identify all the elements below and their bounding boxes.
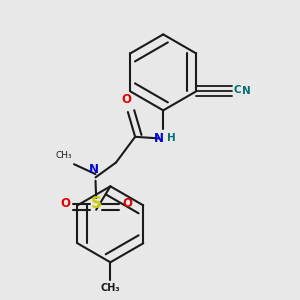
Text: C: C: [234, 85, 242, 95]
Text: CH₃: CH₃: [100, 283, 120, 293]
Text: CH₃: CH₃: [56, 151, 72, 160]
Text: N: N: [89, 163, 99, 176]
Text: S: S: [91, 196, 102, 211]
Text: N: N: [242, 86, 251, 96]
Text: O: O: [60, 197, 70, 210]
Text: H: H: [167, 133, 176, 143]
Text: O: O: [122, 93, 132, 106]
Text: O: O: [122, 197, 132, 210]
Text: N: N: [154, 133, 164, 146]
